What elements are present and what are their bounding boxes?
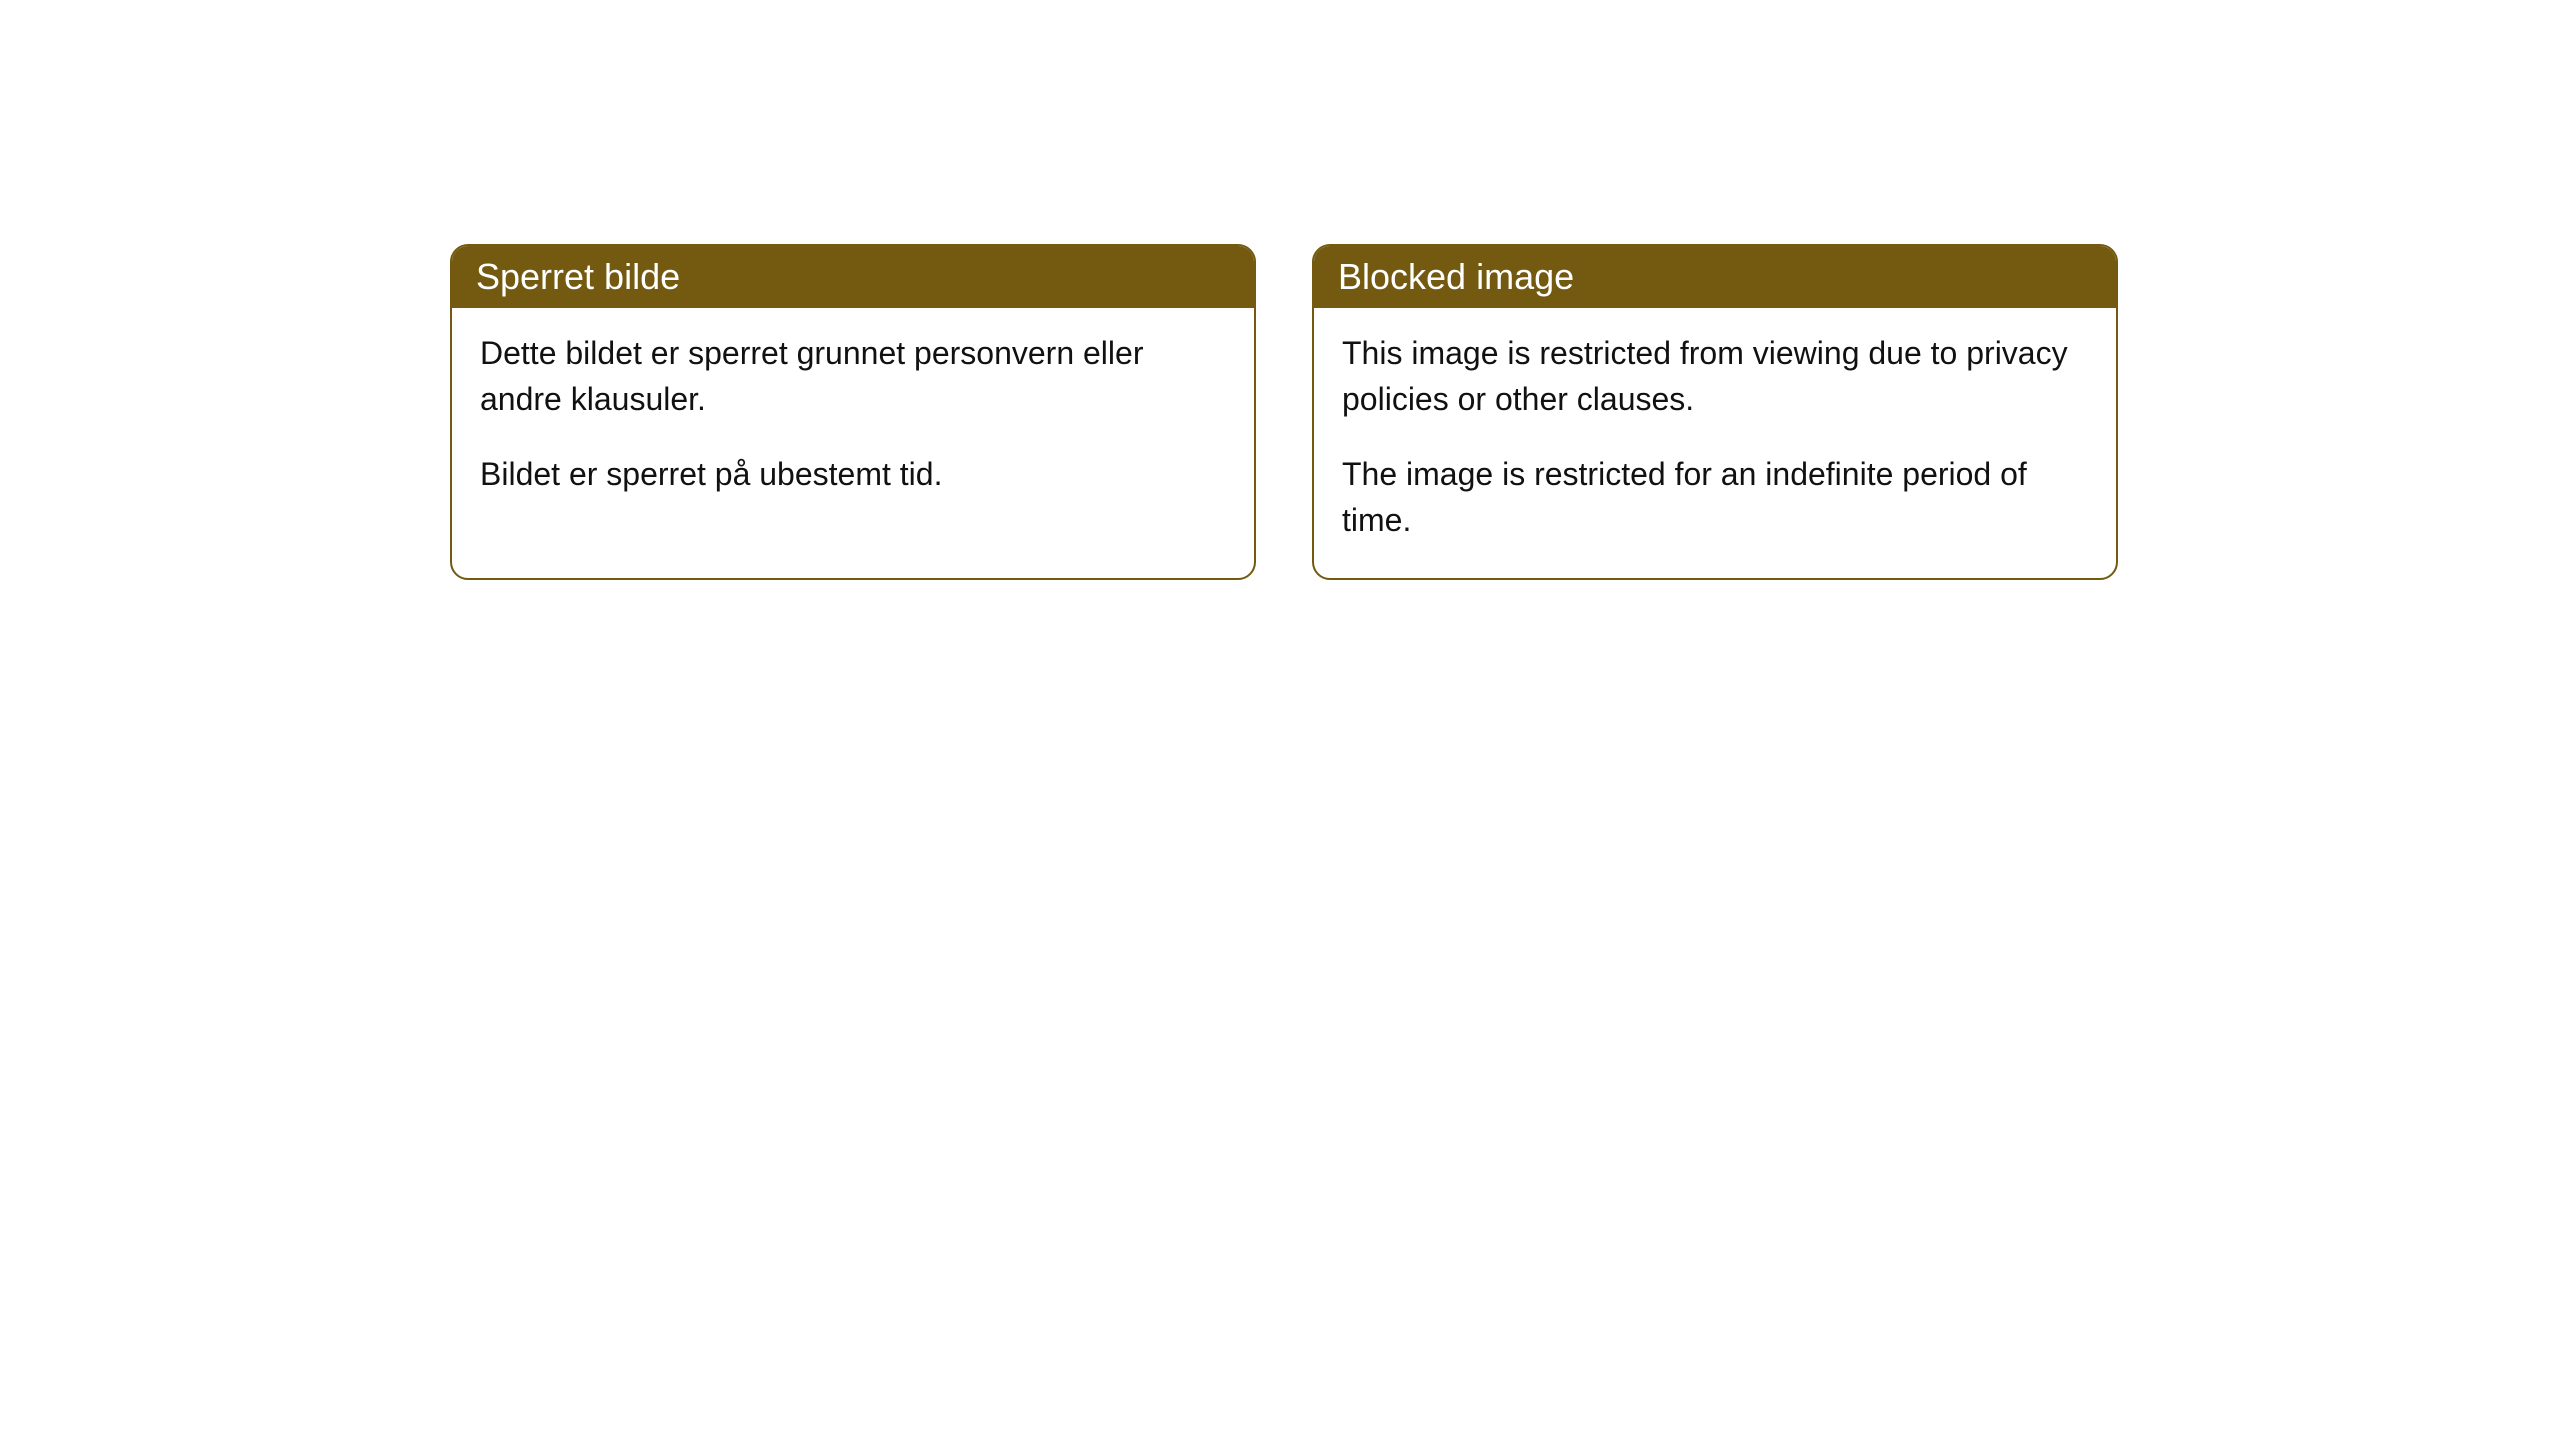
card-paragraph-1: This image is restricted from viewing du… [1342, 330, 2088, 423]
cards-container: Sperret bilde Dette bildet er sperret gr… [0, 0, 2560, 580]
card-paragraph-1: Dette bildet er sperret grunnet personve… [480, 330, 1226, 423]
card-header-norwegian: Sperret bilde [452, 246, 1254, 308]
card-title: Sperret bilde [476, 256, 680, 297]
card-title: Blocked image [1338, 256, 1574, 297]
card-body-english: This image is restricted from viewing du… [1314, 308, 2116, 578]
blocked-image-card-english: Blocked image This image is restricted f… [1312, 244, 2118, 580]
card-paragraph-2: Bildet er sperret på ubestemt tid. [480, 451, 1226, 497]
card-paragraph-2: The image is restricted for an indefinit… [1342, 451, 2088, 544]
blocked-image-card-norwegian: Sperret bilde Dette bildet er sperret gr… [450, 244, 1256, 580]
card-header-english: Blocked image [1314, 246, 2116, 308]
card-body-norwegian: Dette bildet er sperret grunnet personve… [452, 308, 1254, 531]
